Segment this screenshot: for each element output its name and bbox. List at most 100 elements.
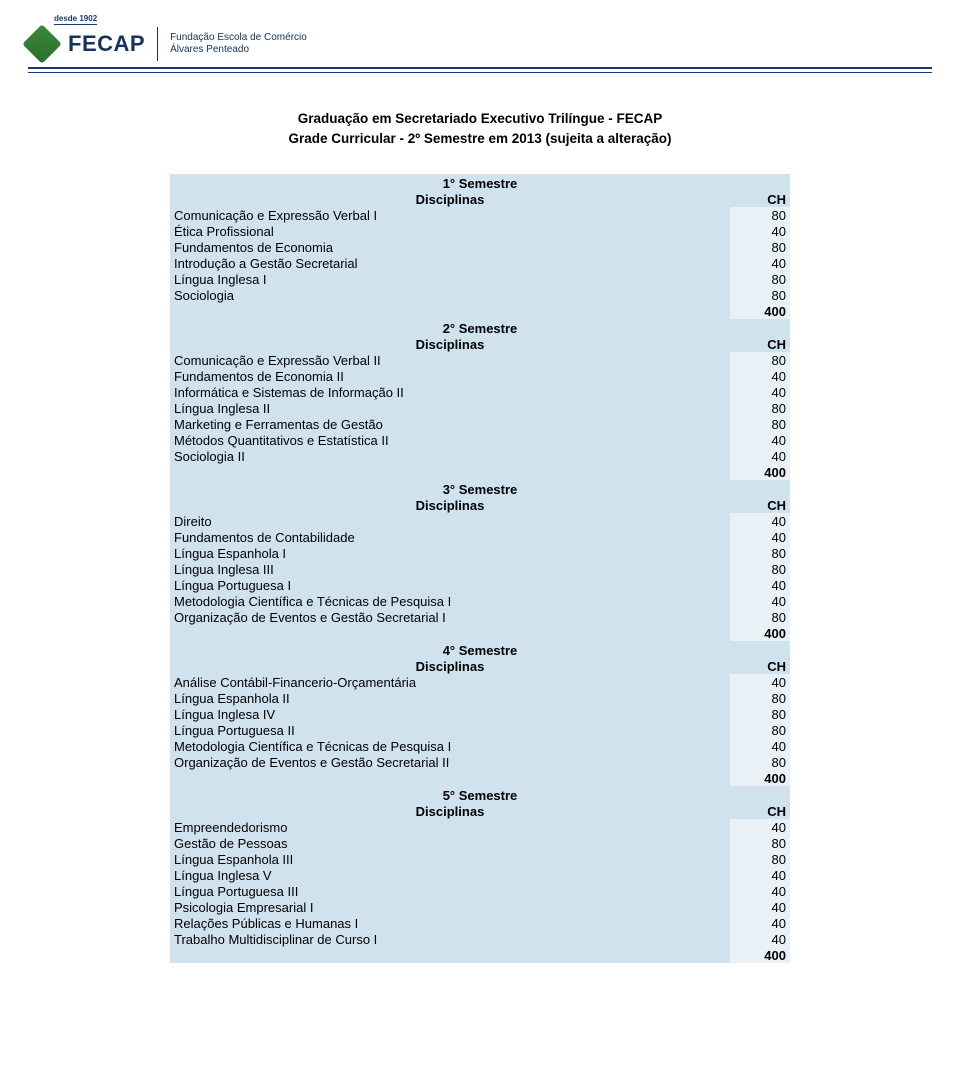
course-name: Língua Espanhola II	[170, 690, 730, 706]
course-row: Comunicação e Expressão Verbal I80	[170, 207, 790, 223]
col-header-disciplinas: Disciplinas	[170, 336, 730, 352]
course-name: Métodos Quantitativos e Estatística II	[170, 432, 730, 448]
course-ch: 40	[730, 529, 790, 545]
semester-label: 1° Semestre	[170, 174, 790, 191]
semester-label: 3° Semestre	[170, 480, 790, 497]
course-row: Língua Portuguesa I40	[170, 577, 790, 593]
col-header-ch: CH	[730, 497, 790, 513]
course-name: Informática e Sistemas de Informação II	[170, 384, 730, 400]
logo-sub-line2: Álvares Penteado	[170, 44, 307, 57]
course-name: Relações Públicas e Humanas I	[170, 915, 730, 931]
column-header-row: DisciplinasCH	[170, 336, 790, 352]
fecap-mark-icon	[22, 24, 62, 64]
col-header-ch: CH	[730, 336, 790, 352]
logo-row: FECAP Fundação Escola de Comércio Álvare…	[28, 27, 307, 61]
course-name: Organização de Eventos e Gestão Secretar…	[170, 609, 730, 625]
semester-total: 400	[730, 625, 790, 641]
course-name: Metodologia Científica e Técnicas de Pes…	[170, 738, 730, 754]
course-row: Metodologia Científica e Técnicas de Pes…	[170, 738, 790, 754]
course-row: Sociologia II40	[170, 448, 790, 464]
course-name: Fundamentos de Contabilidade	[170, 529, 730, 545]
course-name: Língua Inglesa III	[170, 561, 730, 577]
course-row: Língua Inglesa V40	[170, 867, 790, 883]
col-header-disciplinas: Disciplinas	[170, 658, 730, 674]
total-spacer	[170, 947, 730, 963]
course-row: Relações Públicas e Humanas I40	[170, 915, 790, 931]
curriculum-table: 1° SemestreDisciplinasCHComunicação e Ex…	[170, 174, 790, 963]
total-spacer	[170, 464, 730, 480]
course-ch: 80	[730, 271, 790, 287]
course-row: Fundamentos de Contabilidade40	[170, 529, 790, 545]
course-ch: 80	[730, 207, 790, 223]
course-row: Trabalho Multidisciplinar de Curso I40	[170, 931, 790, 947]
content-area: Graduação em Secretariado Executivo Tril…	[0, 73, 960, 1003]
course-ch: 40	[730, 593, 790, 609]
course-ch: 40	[730, 867, 790, 883]
course-ch: 40	[730, 384, 790, 400]
course-ch: 80	[730, 416, 790, 432]
total-spacer	[170, 770, 730, 786]
course-name: Língua Inglesa I	[170, 271, 730, 287]
course-name: Língua Inglesa V	[170, 867, 730, 883]
course-row: Língua Inglesa II80	[170, 400, 790, 416]
course-ch: 40	[730, 899, 790, 915]
course-row: Introdução a Gestão Secretarial40	[170, 255, 790, 271]
col-header-ch: CH	[730, 658, 790, 674]
course-row: Língua Inglesa IV80	[170, 706, 790, 722]
course-row: Métodos Quantitativos e Estatística II40	[170, 432, 790, 448]
course-name: Sociologia	[170, 287, 730, 303]
course-ch: 80	[730, 239, 790, 255]
course-ch: 80	[730, 352, 790, 368]
course-row: Empreendedorismo40	[170, 819, 790, 835]
course-row: Sociologia80	[170, 287, 790, 303]
course-ch: 80	[730, 545, 790, 561]
course-name: Língua Espanhola I	[170, 545, 730, 561]
curriculum-tbody: 1° SemestreDisciplinasCHComunicação e Ex…	[170, 174, 790, 963]
course-ch: 40	[730, 915, 790, 931]
col-header-ch: CH	[730, 803, 790, 819]
semester-header-row: 1° Semestre	[170, 174, 790, 191]
doc-subtitle: Grade Curricular - 2º Semestre em 2013 (…	[120, 129, 840, 149]
col-header-disciplinas: Disciplinas	[170, 191, 730, 207]
course-row: Língua Portuguesa III40	[170, 883, 790, 899]
course-row: Língua Espanhola III80	[170, 851, 790, 867]
course-ch: 40	[730, 448, 790, 464]
course-ch: 40	[730, 577, 790, 593]
course-ch: 80	[730, 561, 790, 577]
course-row: Psicologia Empresarial I40	[170, 899, 790, 915]
course-ch: 40	[730, 513, 790, 529]
course-row: Língua Inglesa I80	[170, 271, 790, 287]
logo-since-text: desde 1902	[54, 14, 97, 25]
col-header-disciplinas: Disciplinas	[170, 497, 730, 513]
course-row: Marketing e Ferramentas de Gestão80	[170, 416, 790, 432]
course-name: Análise Contábil-Financerio-Orçamentária	[170, 674, 730, 690]
course-ch: 80	[730, 400, 790, 416]
semester-total: 400	[730, 464, 790, 480]
course-row: Língua Portuguesa II80	[170, 722, 790, 738]
semester-total-row: 400	[170, 464, 790, 480]
semester-label: 2° Semestre	[170, 319, 790, 336]
course-name: Marketing e Ferramentas de Gestão	[170, 416, 730, 432]
course-ch: 80	[730, 754, 790, 770]
course-name: Fundamentos de Economia II	[170, 368, 730, 384]
course-name: Gestão de Pessoas	[170, 835, 730, 851]
column-header-row: DisciplinasCH	[170, 803, 790, 819]
course-row: Língua Espanhola I80	[170, 545, 790, 561]
total-spacer	[170, 625, 730, 641]
course-name: Trabalho Multidisciplinar de Curso I	[170, 931, 730, 947]
semester-header-row: 4° Semestre	[170, 641, 790, 658]
course-name: Língua Portuguesa II	[170, 722, 730, 738]
semester-total: 400	[730, 303, 790, 319]
course-ch: 40	[730, 255, 790, 271]
logo-sub-line1: Fundação Escola de Comércio	[170, 32, 307, 45]
document-title-block: Graduação em Secretariado Executivo Tril…	[120, 109, 840, 148]
course-ch: 40	[730, 738, 790, 754]
course-name: Fundamentos de Economia	[170, 239, 730, 255]
course-row: Metodologia Científica e Técnicas de Pes…	[170, 593, 790, 609]
course-ch: 40	[730, 931, 790, 947]
course-ch: 80	[730, 287, 790, 303]
column-header-row: DisciplinasCH	[170, 191, 790, 207]
semester-total-row: 400	[170, 770, 790, 786]
column-header-row: DisciplinasCH	[170, 658, 790, 674]
semester-label: 5° Semestre	[170, 786, 790, 803]
